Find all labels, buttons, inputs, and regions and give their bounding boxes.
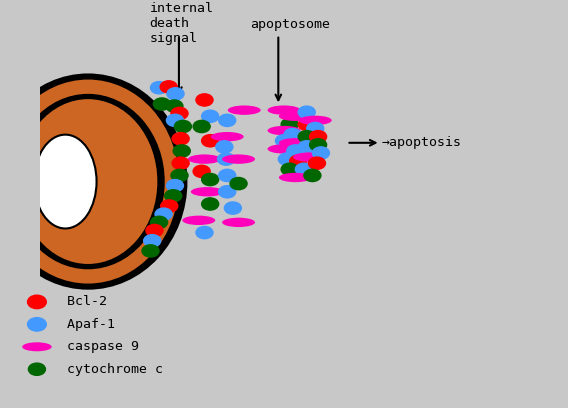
Circle shape	[144, 235, 161, 247]
Circle shape	[161, 200, 178, 212]
Circle shape	[171, 169, 188, 182]
Ellipse shape	[22, 342, 52, 351]
Ellipse shape	[19, 99, 157, 264]
Circle shape	[284, 129, 301, 141]
Circle shape	[166, 180, 183, 192]
Ellipse shape	[188, 154, 221, 164]
Circle shape	[27, 317, 47, 331]
Circle shape	[167, 88, 184, 100]
Circle shape	[146, 224, 163, 237]
Ellipse shape	[299, 116, 332, 125]
Circle shape	[275, 135, 293, 147]
Ellipse shape	[191, 187, 224, 197]
Text: internal
death
signal: internal death signal	[149, 2, 214, 45]
Ellipse shape	[268, 126, 300, 135]
Circle shape	[142, 245, 159, 257]
Circle shape	[165, 190, 182, 202]
Ellipse shape	[182, 215, 215, 225]
Circle shape	[202, 110, 219, 122]
Ellipse shape	[222, 154, 255, 164]
Text: Apaf-1: Apaf-1	[51, 318, 115, 331]
Circle shape	[193, 120, 210, 133]
Circle shape	[196, 94, 213, 106]
Bar	[0, 0, 40, 408]
Circle shape	[166, 100, 183, 112]
Ellipse shape	[268, 106, 300, 115]
Ellipse shape	[211, 132, 244, 142]
Circle shape	[295, 163, 312, 175]
Circle shape	[202, 198, 219, 210]
Ellipse shape	[279, 111, 312, 121]
Text: caspase 9: caspase 9	[51, 340, 139, 353]
Circle shape	[230, 177, 247, 190]
Circle shape	[281, 163, 298, 175]
Circle shape	[304, 169, 321, 182]
Ellipse shape	[279, 138, 312, 147]
Circle shape	[202, 135, 219, 147]
Circle shape	[151, 82, 168, 94]
Circle shape	[173, 145, 190, 157]
Circle shape	[219, 186, 236, 198]
Circle shape	[28, 363, 45, 375]
Circle shape	[218, 153, 235, 165]
Ellipse shape	[279, 173, 312, 182]
Circle shape	[166, 114, 183, 126]
Circle shape	[193, 165, 210, 177]
Text: →apoptosis: →apoptosis	[382, 136, 462, 149]
Circle shape	[278, 153, 295, 165]
Circle shape	[310, 139, 327, 151]
Circle shape	[219, 169, 236, 182]
Circle shape	[27, 295, 47, 309]
Circle shape	[196, 226, 213, 239]
Text: apoptosome: apoptosome	[250, 18, 330, 31]
Circle shape	[310, 131, 327, 143]
Ellipse shape	[0, 80, 179, 284]
Ellipse shape	[228, 106, 261, 115]
Circle shape	[174, 120, 191, 133]
Circle shape	[307, 122, 324, 135]
Ellipse shape	[293, 153, 326, 162]
Ellipse shape	[34, 135, 97, 228]
Ellipse shape	[11, 94, 165, 269]
Circle shape	[312, 147, 329, 159]
Ellipse shape	[0, 73, 187, 290]
Circle shape	[216, 141, 233, 153]
Circle shape	[298, 118, 315, 131]
Ellipse shape	[268, 144, 300, 153]
Circle shape	[224, 202, 241, 214]
Circle shape	[308, 157, 325, 169]
Circle shape	[281, 118, 298, 131]
Circle shape	[172, 133, 189, 145]
Circle shape	[290, 155, 307, 167]
Circle shape	[171, 107, 188, 120]
Circle shape	[153, 98, 170, 110]
Text: Bcl-2: Bcl-2	[51, 295, 107, 308]
Circle shape	[155, 208, 172, 220]
Circle shape	[172, 157, 189, 169]
Circle shape	[287, 145, 304, 157]
Circle shape	[298, 141, 315, 153]
Circle shape	[202, 173, 219, 186]
Circle shape	[151, 216, 168, 228]
Circle shape	[298, 106, 315, 118]
Ellipse shape	[222, 218, 255, 227]
Circle shape	[160, 81, 177, 93]
Circle shape	[219, 114, 236, 126]
Text: cytochrome c: cytochrome c	[51, 363, 163, 376]
Circle shape	[298, 131, 315, 143]
